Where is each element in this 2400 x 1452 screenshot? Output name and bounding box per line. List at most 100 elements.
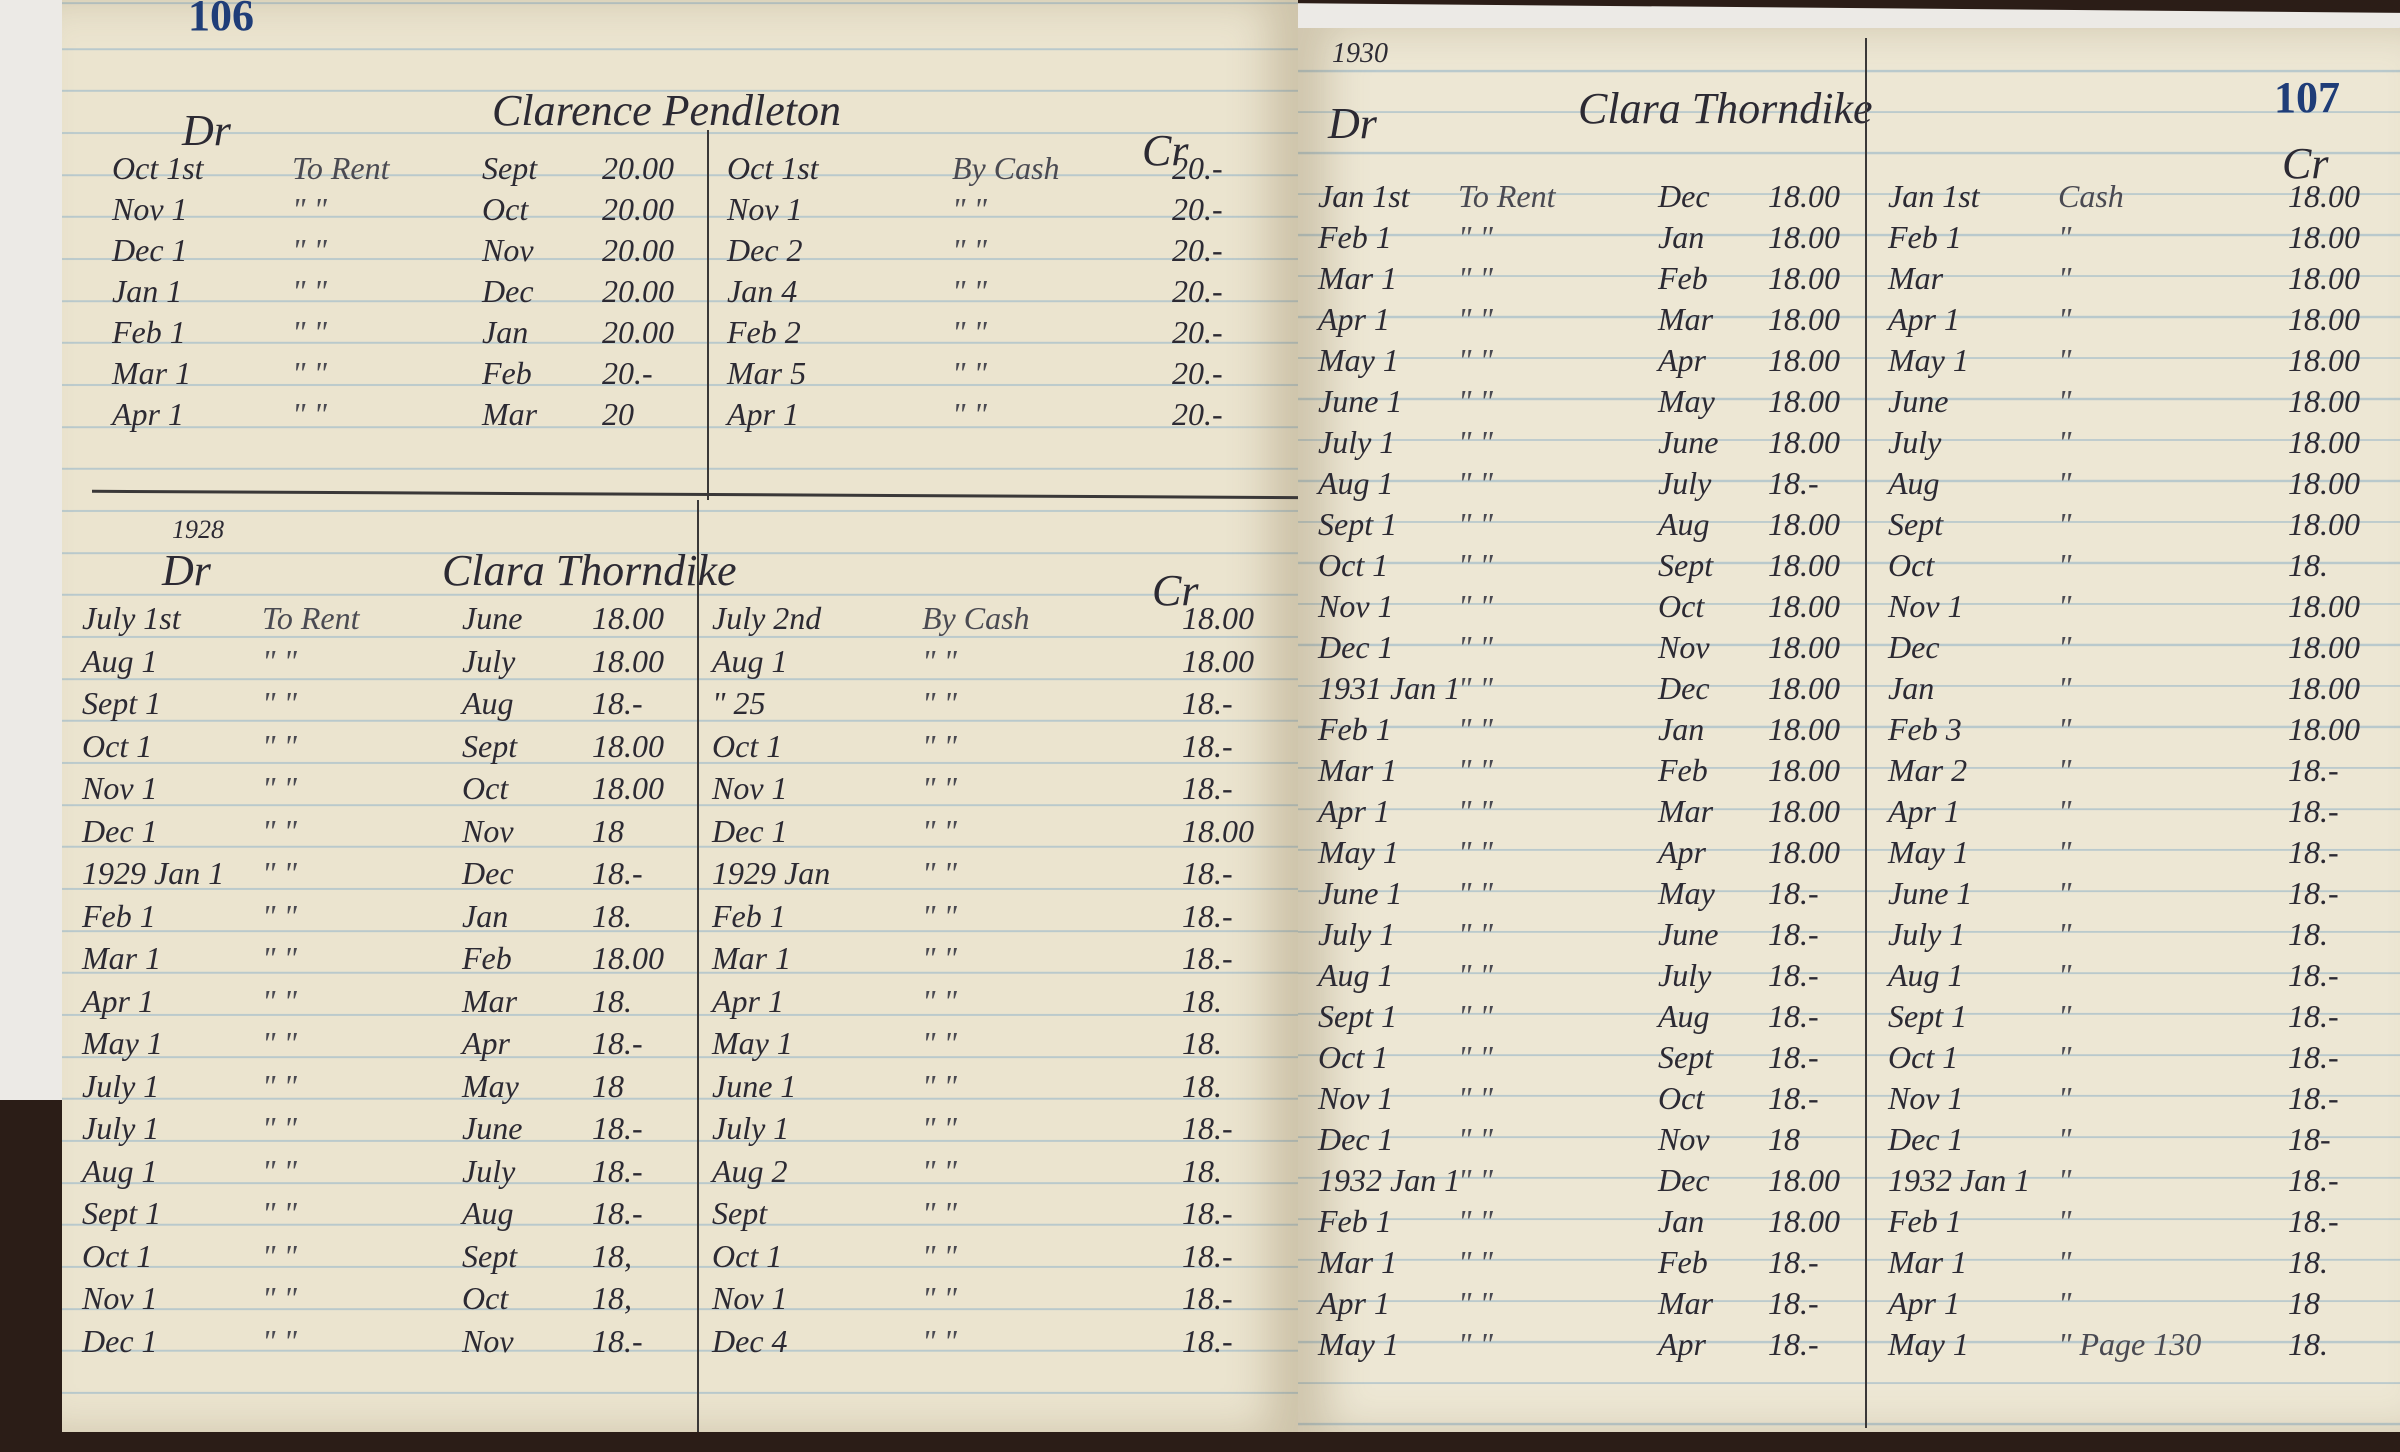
credit-amount: 20.- — [1172, 355, 1223, 391]
credit-date: Sept — [712, 1195, 768, 1231]
debit-description: " " — [1458, 998, 1493, 1034]
credit-date: July — [1888, 424, 1942, 460]
credit-date: Mar 2 — [1888, 752, 1968, 788]
credit-description: " — [2058, 793, 2072, 829]
credit-date: Feb 1 — [1888, 219, 1962, 255]
credit-date: Oct 1 — [712, 1237, 783, 1274]
credit-amount: 18.- — [2288, 998, 2339, 1034]
debit-month: Aug — [462, 685, 514, 721]
debit-month: Apr — [1658, 834, 1706, 870]
debit-description: To Rent — [1458, 178, 1556, 214]
debit-date: Feb 1 — [112, 314, 186, 350]
credit-date: Aug — [1888, 465, 1940, 501]
debit-amount: 18. — [592, 982, 632, 1019]
debit-description: " " — [262, 855, 297, 891]
credit-date: 1929 Jan — [712, 855, 831, 891]
credit-date: May 1 — [1888, 342, 1969, 378]
debit-description: " " — [262, 1322, 297, 1359]
credit-description: " — [2058, 752, 2072, 788]
credit-amount: 18.00 — [1182, 600, 1254, 636]
credit-amount: 18- — [2288, 1121, 2331, 1157]
ledger-page-106: 106 Clarence Pendleton Dr Cr Oct 1st To R… — [62, 0, 1298, 1432]
debit-amount: 18.00 — [1768, 301, 1840, 337]
debit-description: " " — [1458, 670, 1493, 706]
debit-amount: 18.- — [1768, 998, 1819, 1034]
debit-description: " " — [1458, 875, 1493, 911]
debit-month: Feb — [1658, 1244, 1708, 1280]
debit-amount: 18.00 — [1768, 424, 1840, 460]
debit-amount: 18.00 — [1768, 834, 1840, 870]
debit-date: Sept 1 — [1318, 506, 1398, 542]
credit-description: " " — [922, 727, 957, 764]
credit-date: Sept — [1888, 506, 1944, 542]
credit-date: Mar 1 — [1888, 1244, 1968, 1280]
credit-amount: 18. — [1182, 1067, 1222, 1104]
debit-amount: 18, — [592, 1237, 632, 1274]
credit-amount: 18.- — [2288, 957, 2339, 993]
debit-description: " " — [1458, 711, 1493, 747]
credit-amount: 20.- — [1172, 232, 1223, 268]
year-label: 1928 — [172, 515, 224, 544]
debit-description: " " — [262, 642, 297, 679]
credit-amount: 18.- — [1182, 770, 1233, 806]
credit-description: By Cash — [922, 600, 1030, 636]
page-number: 106 — [188, 0, 254, 40]
credit-description: " " — [922, 1195, 957, 1231]
credit-amount: 18.- — [1182, 855, 1233, 891]
debit-date: Dec 1 — [1318, 629, 1394, 665]
debit-month: Feb — [482, 355, 532, 391]
debit-month: May — [462, 1067, 519, 1104]
debit-month: July — [1658, 465, 1712, 501]
credit-amount: 18. — [1182, 1152, 1222, 1189]
credit-date: Apr 1 — [727, 396, 799, 432]
debit-amount: 18.- — [592, 1152, 643, 1189]
debit-date: Oct 1 — [82, 727, 153, 764]
debit-description: " " — [262, 1195, 297, 1231]
credit-date: Nov 1 — [712, 1280, 788, 1316]
credit-date: 1932 Jan 1 — [1888, 1162, 2031, 1198]
debit-date: Nov 1 — [1318, 588, 1394, 624]
credit-amount: 20.- — [1172, 273, 1223, 309]
debit-amount: 18. — [592, 897, 632, 934]
debit-amount: 20.00 — [602, 314, 674, 350]
credit-description: " — [2058, 1203, 2072, 1239]
credit-date: June — [1888, 383, 1949, 419]
credit-date: Nov 1 — [727, 191, 803, 227]
credit-amount: 18.- — [1182, 940, 1233, 976]
credit-description: " " — [922, 1280, 957, 1316]
debit-amount: 20.00 — [602, 150, 674, 186]
debit-month: May — [1658, 383, 1715, 419]
debit-month: Nov — [1658, 1121, 1710, 1157]
debit-amount: 18.- — [1768, 957, 1819, 993]
debit-description: " " — [262, 727, 297, 764]
debit-description: " " — [1458, 752, 1493, 788]
credit-description: " " — [922, 940, 957, 976]
debit-description: " " — [1458, 219, 1493, 255]
credit-date: Apr 1 — [1888, 301, 1960, 337]
debit-month: Mar — [462, 982, 518, 1019]
debit-description: " " — [262, 812, 297, 849]
debit-description: " " — [1458, 916, 1493, 952]
credit-description: " " — [922, 770, 957, 806]
credit-amount: 18.- — [2288, 875, 2339, 911]
debit-month: Jan — [1658, 219, 1705, 255]
credit-description: " " — [922, 855, 957, 891]
credit-description: " " — [952, 273, 987, 309]
debit-date: July 1 — [82, 1110, 160, 1146]
ledger-page-107: 1930 Clara Thorndike 107 Dr Cr Jan 1st To… — [1298, 28, 2400, 1432]
credit-amount: 18.- — [1182, 897, 1233, 934]
debit-month: Mar — [1658, 301, 1714, 337]
debit-date: June 1 — [1318, 875, 1403, 911]
debit-month: Feb — [462, 940, 512, 976]
debit-amount: 18.00 — [1768, 547, 1840, 583]
credit-date: Nov 1 — [1888, 588, 1964, 624]
debit-date: Oct 1 — [1318, 547, 1389, 583]
debit-month: Nov — [462, 1322, 514, 1359]
debit-month: Aug — [1658, 506, 1710, 542]
debit-description: " " — [1458, 424, 1493, 460]
debit-amount: 18 — [592, 1067, 624, 1104]
credit-description: " — [2058, 629, 2072, 665]
debit-amount: 20.00 — [602, 191, 674, 227]
debit-description: " " — [262, 1237, 297, 1274]
debit-amount: 18.00 — [1768, 1162, 1840, 1198]
